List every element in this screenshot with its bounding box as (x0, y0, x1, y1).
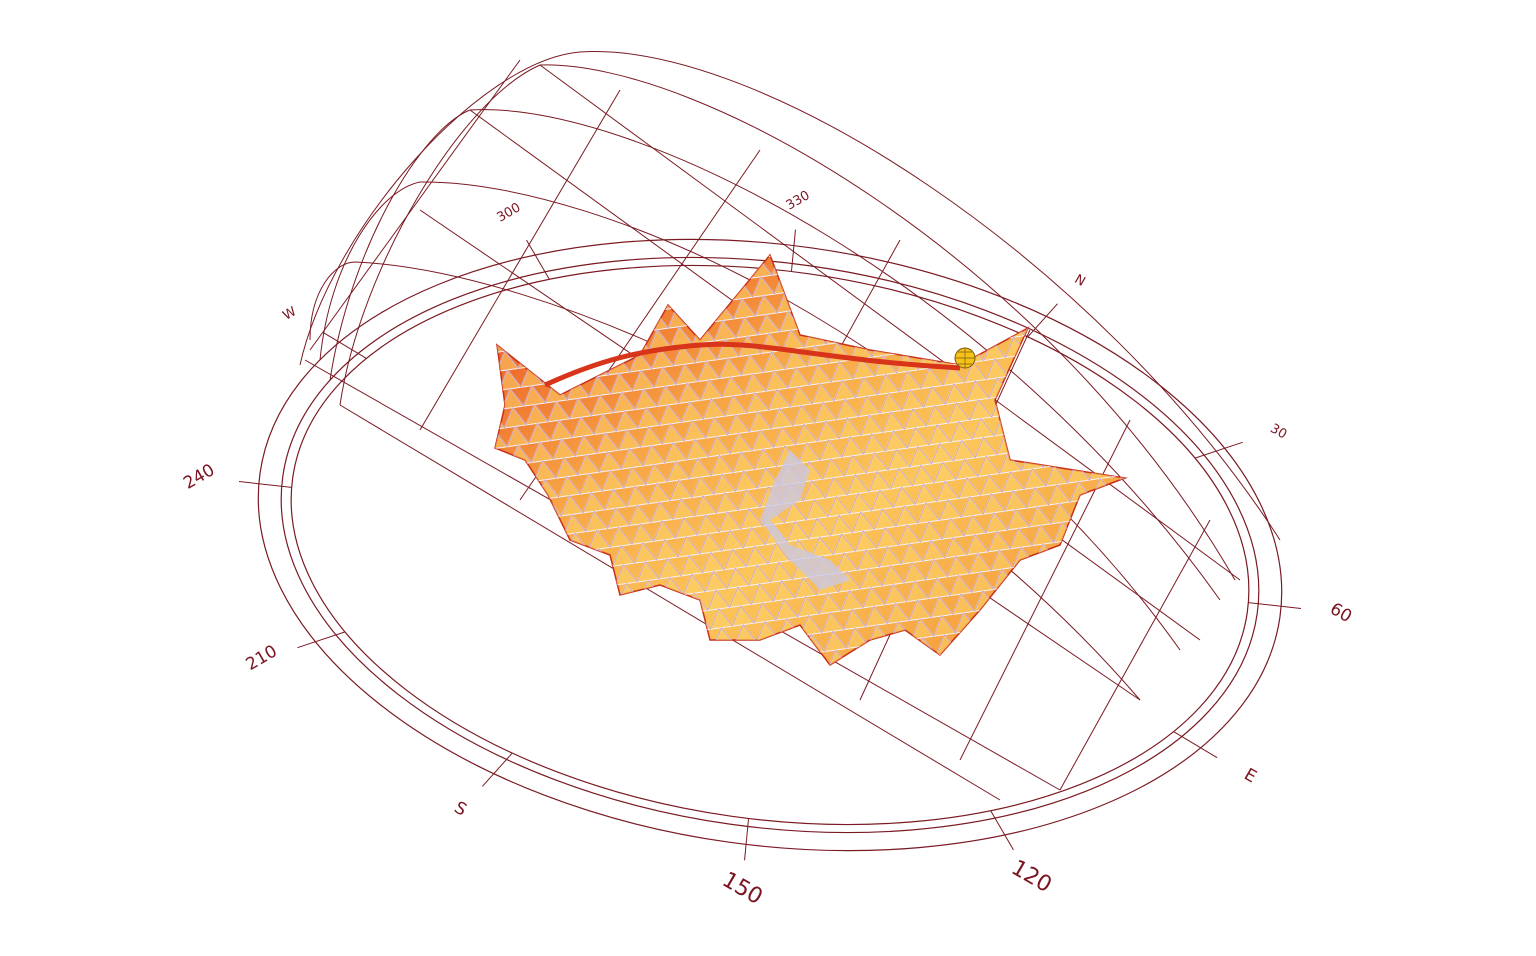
compass-tick (744, 818, 750, 861)
compass-label-330: 330 (784, 188, 813, 213)
compass-tick (1194, 441, 1243, 459)
hour-line (1059, 519, 1211, 791)
compass-label-240: 240 (180, 460, 218, 494)
compass-tick (297, 631, 346, 649)
sun-path-arc (329, 109, 1221, 601)
compass-inner-ring-2 (290, 264, 1250, 826)
compass-tick (526, 239, 550, 280)
compass-label-210: 210 (243, 641, 281, 675)
compass-inner-ring (280, 256, 1260, 834)
compass-label-60: 60 (1326, 599, 1355, 627)
tensile-membrane-structure (494, 253, 1128, 667)
membrane-ridge (543, 341, 961, 388)
compass-label-e: E (1241, 765, 1260, 788)
compass-label-120: 120 (1007, 855, 1056, 898)
compass-rings (257, 238, 1283, 852)
compass-label-150: 150 (718, 867, 767, 910)
compass-label-30: 30 (1267, 421, 1289, 442)
compass-tick (1248, 602, 1302, 609)
compass-tick (990, 810, 1014, 851)
sun-path-arc (299, 51, 1281, 541)
membrane-mesh (495, 255, 1125, 665)
sun-path-arc (339, 64, 1236, 581)
sun-path-line (339, 404, 1001, 801)
compass-tick (790, 229, 796, 272)
compass-label-s: S (451, 798, 470, 821)
hour-line (309, 59, 521, 351)
compass-tick (1173, 731, 1218, 759)
compass-label-300: 300 (494, 200, 523, 225)
compass-tick (238, 481, 292, 488)
compass-tick (1027, 303, 1058, 338)
sun-path-line (539, 64, 1241, 581)
hour-line (419, 89, 621, 431)
compass-label-w: W (280, 304, 299, 323)
compass-label-n: N (1072, 272, 1088, 290)
membrane-shaded-region (760, 450, 850, 590)
compass-tick (322, 331, 367, 359)
sun-icon (954, 347, 976, 369)
compass-tick (482, 752, 513, 787)
compass-ticks (238, 229, 1302, 861)
compass-outer-ring (257, 238, 1283, 852)
